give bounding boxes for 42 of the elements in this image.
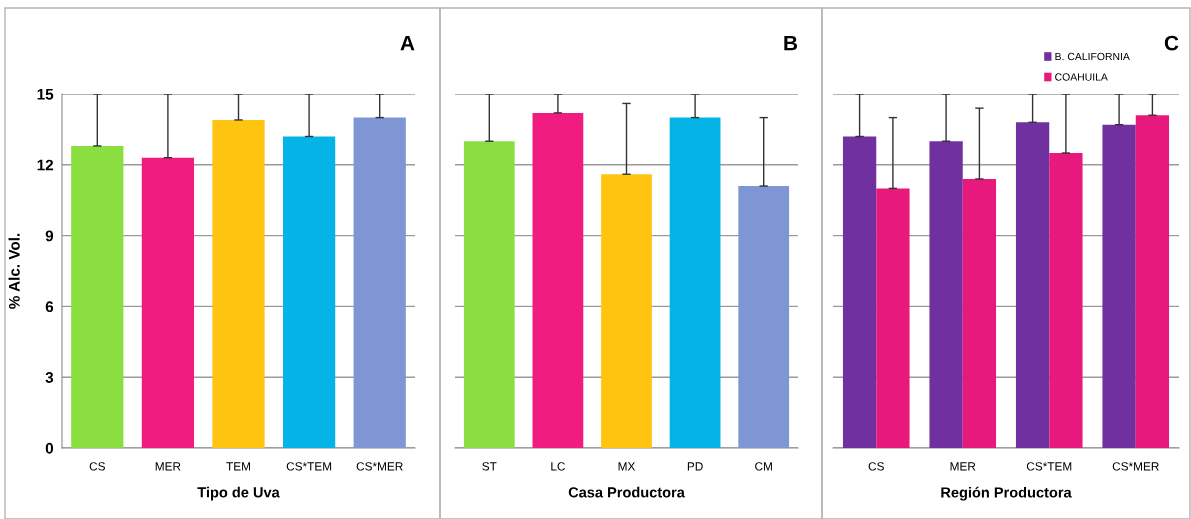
x-axis-title: Casa Productora xyxy=(568,486,685,498)
x-tick-label: MER xyxy=(155,462,181,471)
x-tick-label: CS*MER xyxy=(1112,462,1159,471)
x-tick-label: MER xyxy=(950,462,976,471)
y-axis-title: % Alc. Vol. xyxy=(8,233,20,309)
y-tick-label: 6 xyxy=(45,301,54,313)
bar xyxy=(282,136,336,448)
bar xyxy=(1102,124,1136,448)
bar xyxy=(212,119,265,448)
x-axis-title: Tipo de Uva xyxy=(197,486,280,501)
chart-title: B xyxy=(784,35,798,51)
y-tick-label: 0 xyxy=(45,442,54,454)
bar xyxy=(842,136,877,448)
bar xyxy=(71,145,124,448)
x-tick-label: TEM xyxy=(226,462,250,471)
bar xyxy=(141,157,195,448)
x-tick-label: CM xyxy=(755,462,772,471)
legend-label: COAHUILA xyxy=(1055,73,1108,81)
y-tick-label: 12 xyxy=(37,159,54,171)
legend-label: B. CALIFORNIA xyxy=(1055,52,1130,61)
bar xyxy=(876,188,910,448)
y-tick-label: 15 xyxy=(37,89,54,100)
x-tick-label: LC xyxy=(551,462,565,471)
y-tick-label: 3 xyxy=(45,372,54,383)
x-tick-label: CS*TEM xyxy=(286,462,332,471)
bar xyxy=(929,141,963,448)
bar xyxy=(1135,115,1170,448)
bar xyxy=(353,117,406,448)
y-tick-label: 9 xyxy=(45,230,54,242)
bar xyxy=(1049,153,1083,448)
x-tick-label: MX xyxy=(618,462,636,471)
x-axis-title: Región Productora xyxy=(941,486,1072,501)
chart-title: A xyxy=(400,35,415,51)
x-tick-label: ST xyxy=(482,462,497,471)
x-tick-label: CS xyxy=(868,462,884,471)
x-tick-label: PD xyxy=(687,462,703,471)
chart-title: C xyxy=(1164,35,1179,51)
bar xyxy=(1015,122,1050,448)
x-tick-label: CS xyxy=(89,462,105,471)
x-tick-label: CS*TEM xyxy=(1026,462,1072,471)
bar xyxy=(962,178,997,448)
x-tick-label: CS*MER xyxy=(356,462,403,471)
